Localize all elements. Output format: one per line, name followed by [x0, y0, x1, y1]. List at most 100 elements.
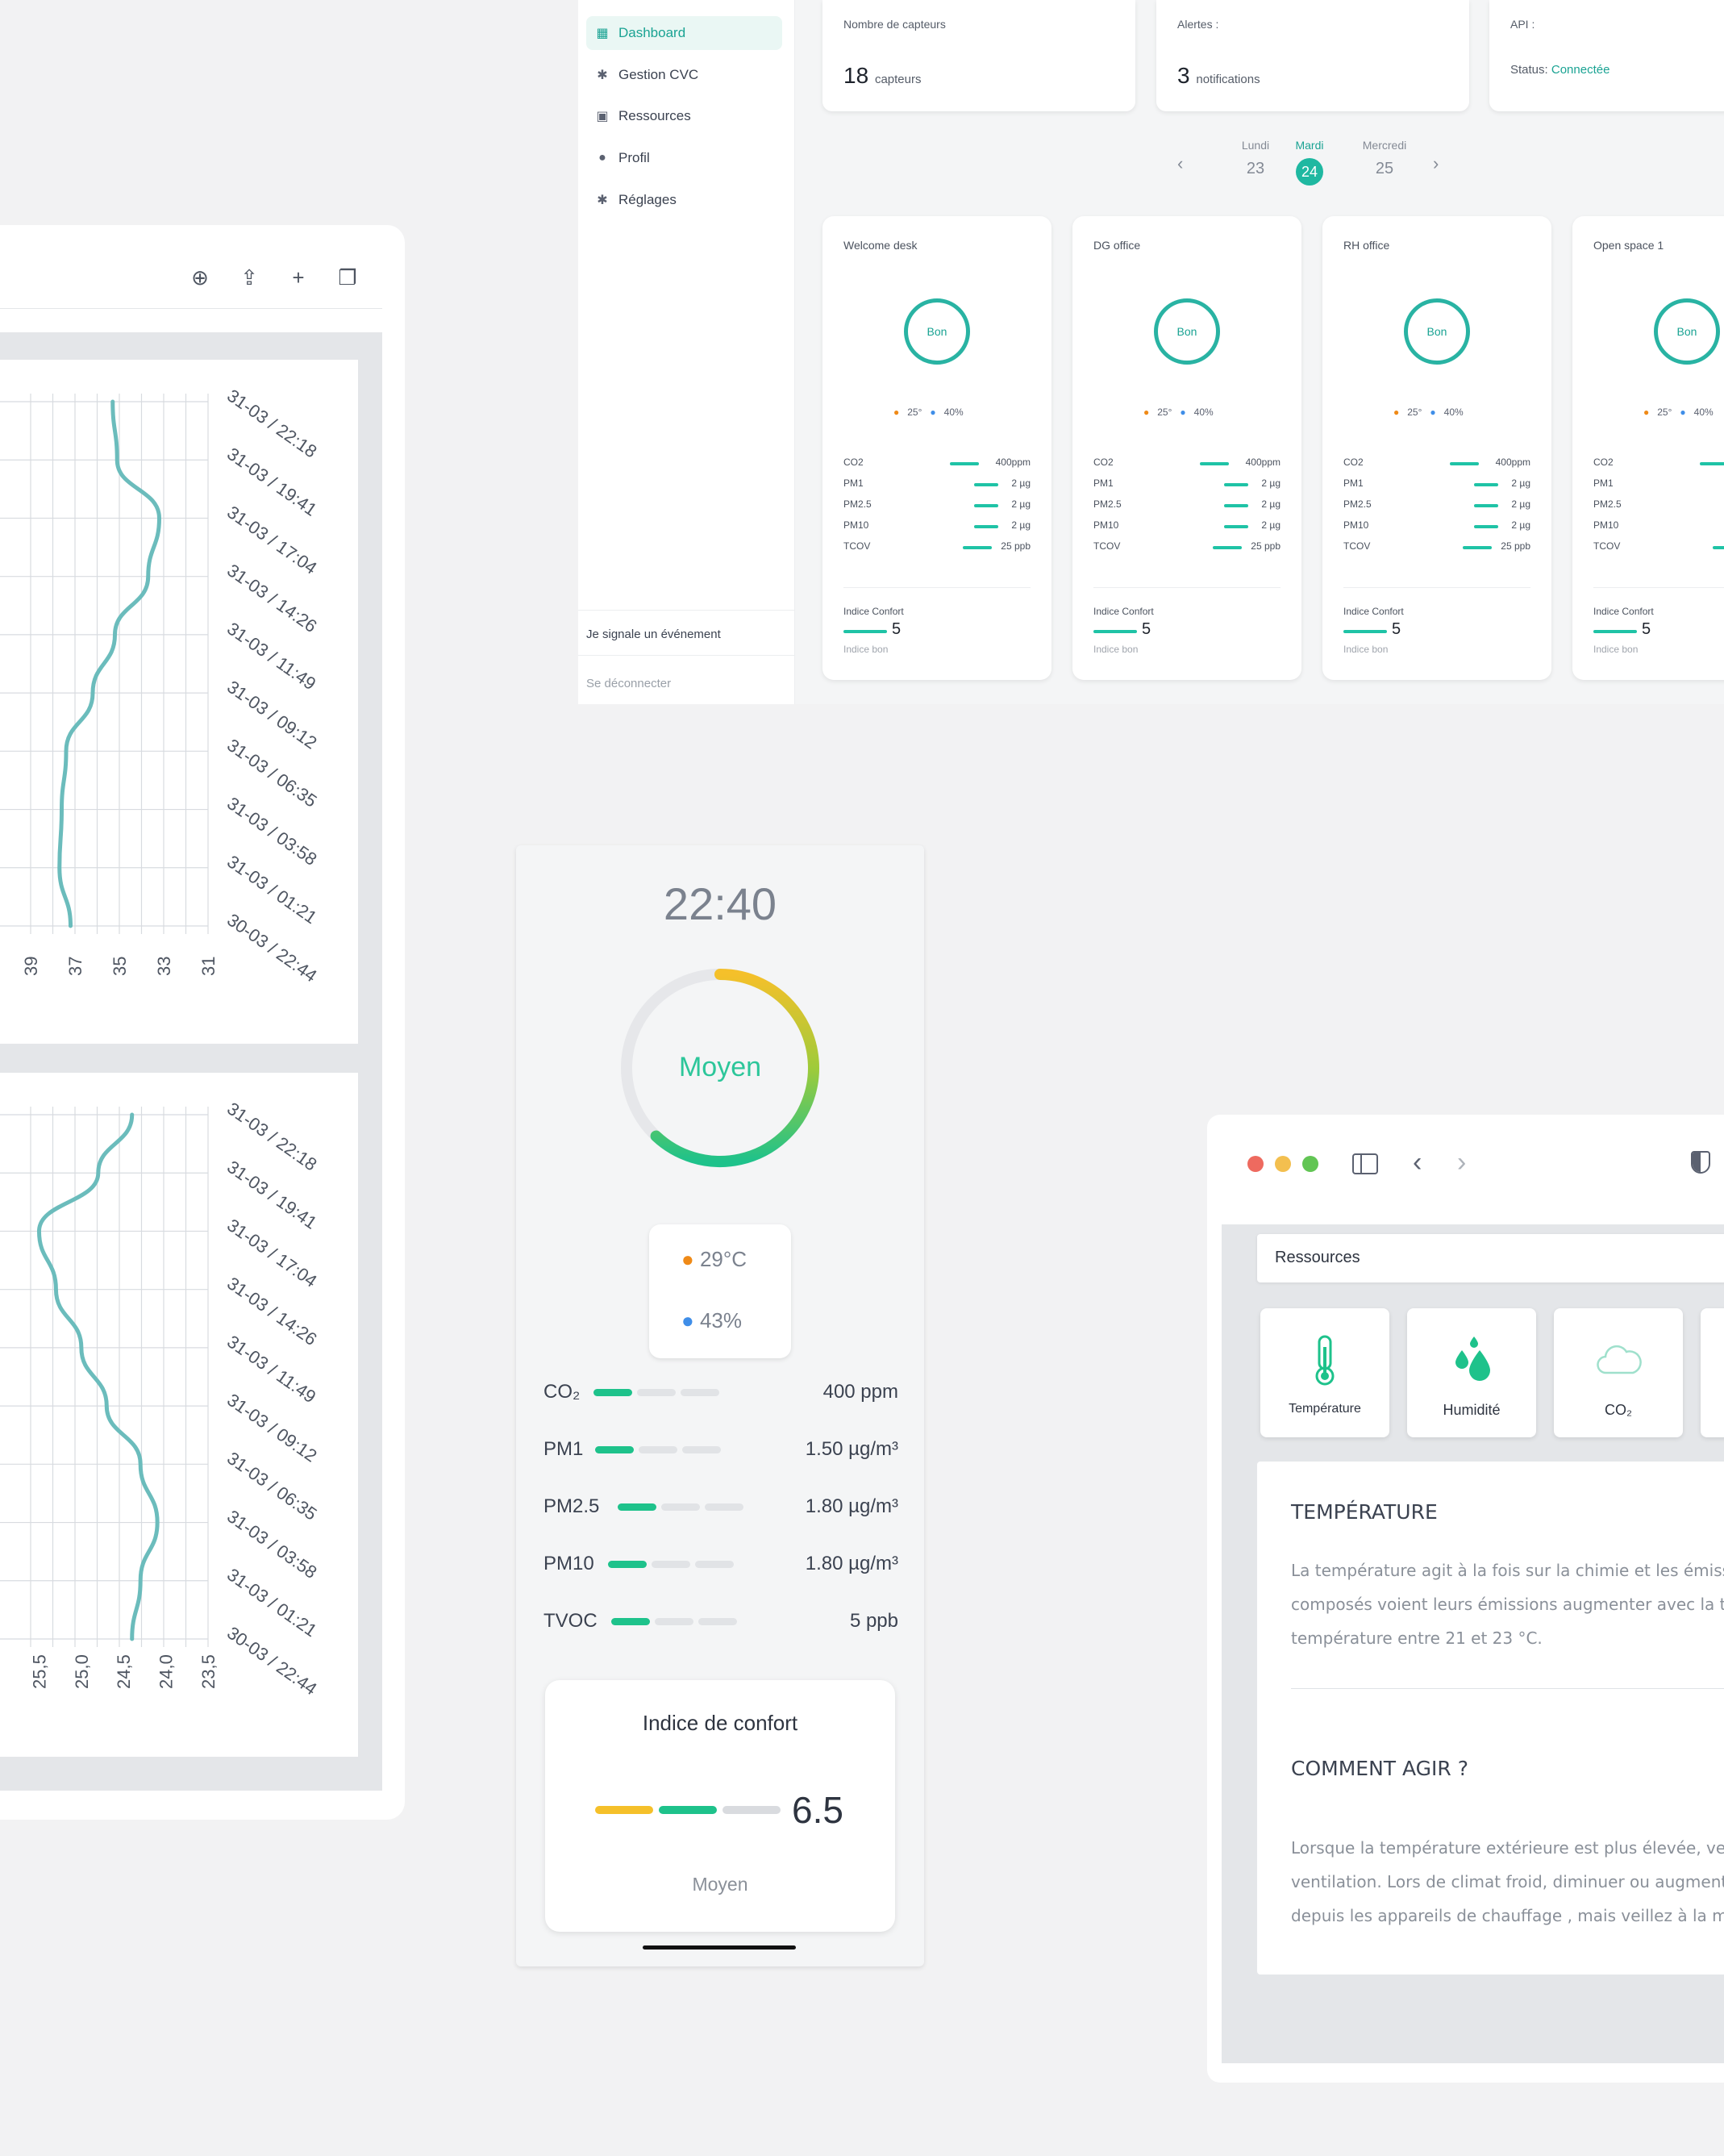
room-card[interactable]: Welcome desk Bon ● 25° ● 40% CO2 400ppm PM1 2… — [822, 216, 1051, 680]
room-name: RH office — [1343, 239, 1390, 252]
droplet-icon: ● — [1680, 407, 1686, 418]
metric-label: PM1 — [543, 1438, 584, 1460]
metric-row: TCOV 25 ppb — [843, 540, 1031, 552]
day-tuesday[interactable]: Mardi 24 — [1277, 139, 1342, 186]
comfort-label: Indice Confort — [1093, 606, 1154, 617]
comfort-text: Indice bon — [1593, 644, 1639, 655]
metric-value: 1.50 µg/m³ — [805, 1438, 898, 1460]
divider — [1593, 587, 1724, 588]
comfort-title: Indice de confort — [642, 1711, 798, 1735]
room-climate: ● 25° ● 40% — [1143, 407, 1214, 418]
plus-icon[interactable]: + — [292, 265, 305, 290]
resources-title: Ressources — [1275, 1249, 1360, 1266]
y-tick-label: 24,0 — [156, 1654, 177, 1689]
stat-value: 18 capteurs — [843, 63, 922, 88]
share-icon[interactable]: ⇪ — [240, 265, 258, 290]
humidity-reading: ● 43% — [681, 1308, 742, 1332]
metric-bar — [1450, 462, 1479, 465]
comfort-value: 5 — [1142, 620, 1151, 638]
y-tick-label: 35 — [110, 957, 130, 976]
metric-pill — [681, 1389, 719, 1396]
metric-row: TVOC 5 ppb — [543, 1610, 898, 1634]
metric-row: PM2.5 2 µg — [1093, 498, 1281, 510]
gear-icon: ✱ — [597, 69, 608, 82]
thermometer-icon — [1315, 1335, 1335, 1386]
metric-pill — [637, 1389, 676, 1396]
comfort-bar-3 — [722, 1806, 781, 1814]
tile-more[interactable] — [1701, 1308, 1724, 1437]
home-indicator — [643, 1945, 796, 1950]
tile-label: CO₂ — [1605, 1402, 1632, 1418]
day-wednesday[interactable]: Mercredi 25 — [1362, 139, 1407, 177]
comfort-label: Indice Confort — [843, 606, 904, 617]
metric-bar — [1474, 504, 1498, 507]
tile-temperature[interactable]: Température — [1260, 1308, 1389, 1437]
tile-co2[interactable]: CO₂ — [1554, 1308, 1683, 1437]
report-event-link[interactable]: Je signale un événement — [586, 628, 721, 641]
metric-row: PM10 1.80 µg/m³ — [543, 1553, 898, 1577]
droplet-icon: ● — [930, 407, 936, 418]
minimize-window-icon[interactable] — [1275, 1156, 1291, 1172]
layout-icon: ▦ — [596, 27, 609, 40]
comfort-text: Indice bon — [1343, 644, 1389, 655]
room-card[interactable]: RH office Bon ● 25° ● 40% CO2 400ppm PM1 2 µg… — [1322, 216, 1551, 680]
forward-arrow-icon[interactable]: › — [1457, 1147, 1467, 1178]
room-card[interactable]: Open space 1 Bon ●25°●40% CO2 400ppm PM1 2… — [1572, 216, 1724, 680]
metric-label: PM2.5 — [543, 1495, 600, 1517]
metric-label: TVOC — [543, 1610, 598, 1632]
y-tick-label: 31 — [198, 957, 219, 976]
room-card[interactable]: DG office Bon ● 25° ● 40% CO2 400ppm PM1 2 µg… — [1072, 216, 1301, 680]
metric-row: PM2.5 2 µg — [1593, 498, 1622, 510]
close-window-icon[interactable] — [1247, 1156, 1264, 1172]
stat-label: Alertes : — [1177, 18, 1219, 31]
comfort-value: 5 — [892, 620, 902, 638]
maximize-window-icon[interactable] — [1302, 1156, 1318, 1172]
comfort-value: 5 — [1642, 620, 1651, 638]
sidebar-item-profil[interactable]: ● Profil — [586, 141, 782, 175]
temperature-reading: ● 29°C — [681, 1247, 747, 1271]
series-line — [36, 1112, 160, 1641]
metric-bar — [1463, 546, 1492, 549]
sidebar-item-label: Gestion CVC — [618, 67, 699, 82]
shield-icon[interactable] — [1691, 1151, 1710, 1174]
metric-row: PM10 2 µg — [1593, 519, 1619, 531]
sidebar-item-gestion-cvc[interactable]: ✱ Gestion CVC — [586, 58, 782, 92]
metric-row: PM2.5 2 µg — [1343, 498, 1530, 510]
sidebar-item-ressources[interactable]: ▣ Ressources — [586, 99, 782, 133]
metric-bar — [1224, 483, 1248, 486]
room-climate: ● 25° ● 40% — [1643, 407, 1714, 418]
metric-pill — [639, 1446, 677, 1453]
tile-label: Température — [1289, 1402, 1361, 1416]
chart-card-secondary: 30-03 / 22:44 31-03 / 01:21 31-03 / 03:58 3… — [0, 1073, 358, 1757]
room-status-ring: Bon — [1154, 298, 1220, 365]
metric-bar — [1224, 504, 1248, 507]
comfort-gauge: Moyen — [621, 969, 819, 1167]
metric-row: TCOV 25 ppb — [1343, 540, 1530, 552]
stat-card-api: API : Status: Connectée — [1489, 0, 1724, 111]
book-icon: ▣ — [596, 110, 609, 123]
climate-tile: ● 29°C ● 43% — [649, 1224, 791, 1358]
comfort-bar — [843, 630, 887, 633]
metric-row: CO₂ 400 ppm — [543, 1381, 898, 1405]
copy-icon[interactable]: ❐ — [338, 265, 357, 290]
metric-bar — [1474, 483, 1498, 486]
metric-row: CO2 400ppm — [1093, 457, 1281, 468]
back-arrow-icon[interactable]: ‹ — [1413, 1147, 1422, 1178]
tile-humidity[interactable]: Humidité — [1407, 1308, 1536, 1437]
droplet-icon: ● — [1180, 407, 1186, 418]
co2-cloud-icon — [1597, 1345, 1642, 1374]
metric-pill — [608, 1561, 647, 1568]
stat-label: Nombre de capteurs — [843, 18, 946, 31]
sidebar-item-dashboard[interactable]: ▦ Dashboard — [586, 16, 782, 50]
next-day-button[interactable]: › — [1433, 153, 1439, 173]
comfort-label: Indice Confort — [1343, 606, 1404, 617]
divider — [1093, 587, 1281, 588]
sidebar-toggle-icon[interactable] — [1352, 1153, 1378, 1174]
day-monday[interactable]: Lundi 23 — [1241, 139, 1270, 177]
prev-day-button[interactable]: ‹ — [1177, 153, 1184, 173]
logout-link[interactable]: Se déconnecter — [586, 677, 672, 690]
comfort-bar-1 — [595, 1806, 653, 1814]
download-icon[interactable]: ⊕ — [191, 265, 209, 290]
sidebar-item-reglages[interactable]: ✱ Réglages — [586, 183, 782, 217]
